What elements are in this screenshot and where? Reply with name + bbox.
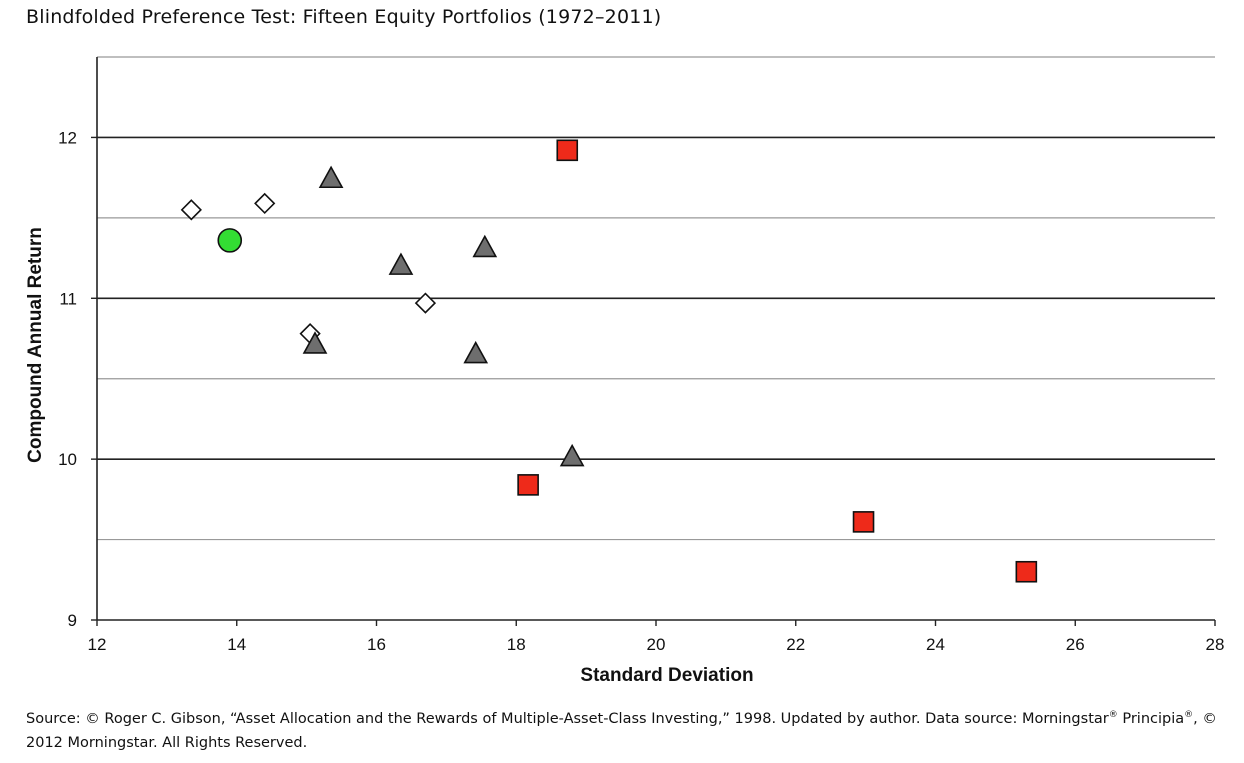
triangle-marker [559, 443, 585, 467]
diamond-marker [414, 292, 437, 314]
triangle-marker [318, 165, 344, 189]
chart-title: Blindfolded Preference Test: Fifteen Equ… [26, 6, 662, 28]
square-marker [852, 511, 875, 533]
x-tick-label: 12 [88, 635, 107, 654]
x-tick-label: 18 [507, 635, 526, 654]
circle-marker [217, 228, 243, 253]
diamond-marker [180, 199, 202, 221]
registered-mark: ® [1108, 710, 1118, 720]
source-principia: Principia [1122, 710, 1185, 727]
triangle-marker [472, 234, 498, 258]
y-tick-label: 11 [59, 289, 77, 308]
x-tick-label: 20 [647, 635, 666, 654]
y-tick-label: 10 [58, 450, 77, 469]
x-tick-label: 26 [1066, 635, 1085, 654]
x-tick-label: 16 [367, 635, 386, 654]
x-tick-label: 24 [926, 635, 945, 654]
triangle-marker [302, 331, 328, 354]
scatter-chart: 12 14 16 18 20 22 24 26 28 9 10 11 12 Standard Devia… [25, 56, 1224, 686]
triangle-marker [388, 252, 414, 275]
x-tick-label: 28 [1206, 635, 1225, 654]
square-marker [556, 139, 579, 162]
x-axis-label: Standard Deviation [580, 665, 753, 686]
y-axis-label: Compound Annual Return [25, 227, 46, 463]
y-tick-label: 12 [58, 128, 77, 147]
square-marker [1015, 560, 1038, 583]
gridlines [97, 56, 1215, 541]
triangle-marker [463, 340, 489, 364]
source-copyright: , © 2012 Morningstar. All Rights Reserve… [26, 710, 1217, 751]
axes [91, 57, 1216, 626]
y-tick-label: 9 [68, 611, 77, 630]
x-tick-label: 22 [786, 635, 805, 654]
source-text: Source: © Roger C. Gibson, “Asset Alloca… [26, 710, 1109, 727]
x-tick-label: 14 [227, 635, 246, 654]
source-note: Source: © Roger C. Gibson, “Asset Alloca… [26, 703, 1226, 755]
registered-mark: ® [1184, 710, 1194, 720]
diamond-marker [254, 192, 276, 215]
data-points [180, 139, 1038, 583]
square-marker [517, 474, 539, 496]
tick-labels: 12 14 16 18 20 22 24 26 28 9 10 11 12 [58, 128, 1224, 654]
